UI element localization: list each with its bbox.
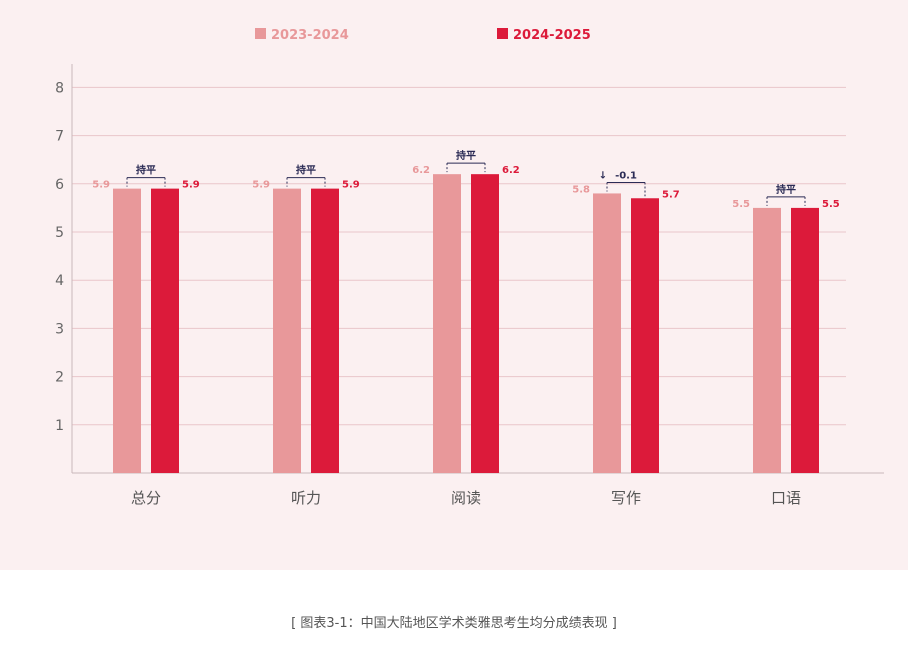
y-tick-label-3: 3 [55,321,64,337]
change-annotation-1: 持平 [296,164,316,177]
change-annotation-2: 持平 [456,149,476,162]
value-label-1-2: 6.2 [502,165,520,176]
y-tick-label-7: 7 [55,129,64,145]
bar-1-0 [151,188,179,473]
category-label-3: 写作 [611,489,641,507]
down-arrow-icon-3: ↓ [599,170,607,181]
bar-0-2 [433,174,461,473]
change-annotation-0: 持平 [136,164,156,177]
value-label-1-4: 5.5 [822,199,840,210]
legend-swatch-1 [497,28,508,39]
value-label-0-3: 5.8 [572,184,590,195]
bar-1-1 [311,188,339,473]
value-label-0-4: 5.5 [732,199,750,210]
bar-0-1 [273,188,301,473]
value-label-0-2: 6.2 [412,165,430,176]
y-tick-label-6: 6 [55,177,64,193]
change-annotation-4: 持平 [776,183,796,196]
y-tick-label-2: 2 [55,370,64,386]
y-tick-label-8: 8 [55,80,64,96]
y-tick-label-5: 5 [55,225,64,241]
category-label-1: 听力 [291,489,321,507]
chart-panel: 1 2 3 4 5 6 7 8 2023-2024 2024-2025 5.9 5.9 持平总分 5.9 5… [0,0,908,570]
bar-1-4 [791,207,819,473]
category-label-4: 口语 [771,489,801,507]
legend-swatch-0 [255,28,266,39]
value-label-1-0: 5.9 [182,180,200,191]
y-tick-label-1: 1 [55,418,64,434]
bar-0-4 [753,207,781,473]
legend-label-0: 2023-2024 [271,28,349,43]
y-tick-label-4: 4 [55,273,64,289]
bar-1-2 [471,174,499,473]
legend-label-1: 2024-2025 [513,28,591,43]
category-label-2: 阅读 [451,489,481,507]
bar-0-3 [593,193,621,473]
value-label-0-0: 5.9 [92,180,110,191]
category-label-0: 总分 [131,489,161,507]
change-annotation-3: -0.1 [615,170,637,181]
bar-0-0 [113,188,141,473]
value-label-1-1: 5.9 [342,180,360,191]
bar-1-3 [631,198,659,473]
value-label-0-1: 5.9 [252,180,270,191]
chart-caption: [ 图表3-1：中国大陆地区学术类雅思考生均分成绩表现 ] [291,616,617,631]
value-label-1-3: 5.7 [662,189,680,200]
